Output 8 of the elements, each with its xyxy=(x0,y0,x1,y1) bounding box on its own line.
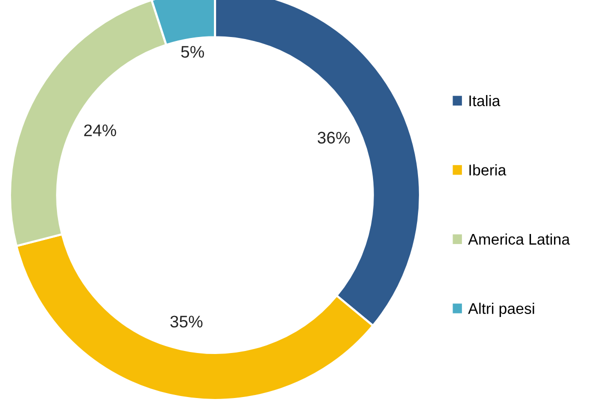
data-label: 24% xyxy=(84,124,116,136)
data-label: 5% xyxy=(181,46,204,58)
legend-label: America Latina xyxy=(468,234,570,245)
legend-label: Iberia xyxy=(469,164,506,176)
legend-label: Italia xyxy=(469,95,500,106)
data-label: 36% xyxy=(318,132,350,144)
legend-label: Altri paesi xyxy=(468,302,534,317)
data-label: 35% xyxy=(170,316,202,328)
